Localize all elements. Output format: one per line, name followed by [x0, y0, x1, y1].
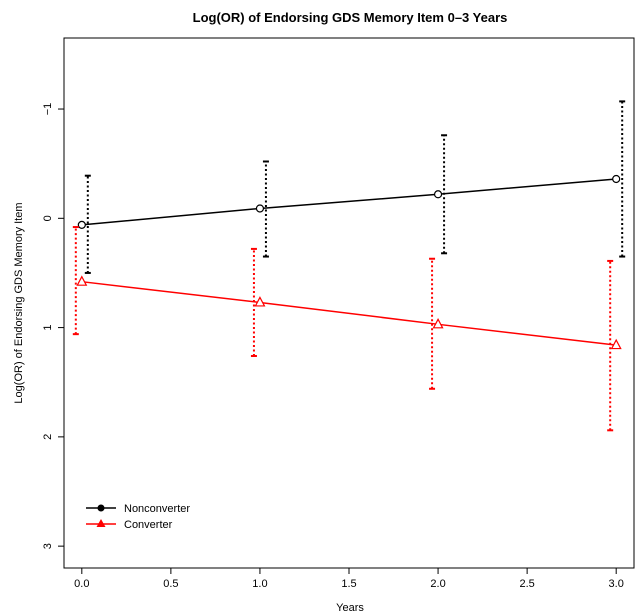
legend-item-converter: Converter	[86, 519, 173, 531]
y-tick-label: 2	[42, 434, 54, 440]
series-layer	[72, 100, 626, 432]
legend-label-nonconverter: Nonconverter	[124, 503, 190, 515]
y-tick-label: −1	[42, 103, 54, 116]
data-point	[433, 190, 443, 199]
x-axis: 0.0 0.5 1.0 1.5 2.0 2.5 3.0	[74, 568, 624, 590]
plot-frame	[63, 37, 635, 569]
legend-marker-converter	[96, 519, 106, 527]
chart-title: Log(OR) of Endorsing GDS Memory Item 0–3…	[193, 10, 508, 25]
data-point	[77, 220, 86, 229]
x-axis-label: Years	[336, 602, 364, 614]
series-line	[81, 280, 617, 346]
data-point	[254, 296, 266, 307]
data-point	[612, 174, 621, 184]
data-point	[76, 275, 88, 286]
series-line	[81, 178, 617, 226]
y-tick-label: 1	[42, 325, 54, 331]
x-tick-label: 0.5	[163, 578, 178, 590]
y-tick-label: 0	[42, 215, 54, 221]
legend-marker-nonconverter	[97, 504, 105, 512]
x-tick-label: 2.0	[430, 578, 445, 590]
y-tick-label: 3	[42, 543, 54, 549]
legend: Nonconverter Converter	[86, 503, 190, 531]
x-tick-label: 3.0	[609, 578, 624, 590]
x-tick-label: 2.5	[519, 578, 534, 590]
data-point	[432, 318, 444, 329]
y-axis: −1 0 1 2 3	[42, 103, 64, 549]
x-tick-label: 1.0	[252, 578, 267, 590]
series-converter	[72, 226, 622, 432]
legend-label-converter: Converter	[124, 519, 173, 531]
x-tick-label: 0.0	[74, 578, 89, 590]
y-axis-label: Log(OR) of Endorsing GDS Memory Item	[13, 202, 25, 403]
data-point	[255, 204, 265, 213]
x-tick-label: 1.5	[341, 578, 356, 590]
data-point	[610, 338, 622, 350]
series-nonconverter	[77, 100, 626, 274]
legend-item-nonconverter: Nonconverter	[86, 503, 190, 515]
